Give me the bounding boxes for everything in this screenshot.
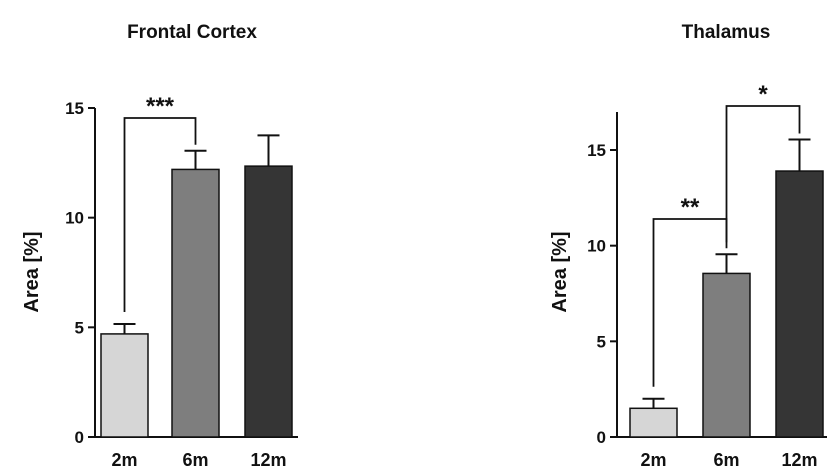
chart-frontal-cortex: Frontal Cortex Area [%] 0 5 10 15 2m 6m 12m ***	[21, 22, 298, 470]
x-tick-label: 12m	[250, 450, 286, 470]
x-tick-label: 2m	[111, 450, 137, 470]
chart-title: Thalamus	[682, 22, 771, 43]
y-tick-label: 0	[597, 428, 606, 447]
y-tick-label: 5	[75, 318, 84, 337]
significance-bracket	[123, 117, 197, 313]
x-tick-label: 6m	[713, 450, 739, 470]
y-tick-label: 10	[587, 237, 606, 256]
x-tick-label: 6m	[182, 450, 208, 470]
bar-6m	[171, 168, 220, 438]
significance-bracket	[725, 105, 801, 243]
significance-label: ***	[146, 93, 175, 120]
bar-6m	[702, 272, 751, 438]
bar-12m	[244, 165, 293, 438]
y-tick-label: 15	[587, 141, 606, 160]
x-tick-label: 2m	[640, 450, 666, 470]
significance-label: **	[681, 194, 700, 221]
chart-title: Frontal Cortex	[127, 22, 257, 43]
bar-2m	[100, 333, 149, 438]
y-tick-label: 15	[65, 99, 84, 118]
x-tick-label: 12m	[781, 450, 817, 470]
significance-label: *	[758, 81, 768, 108]
y-axis-label: Area [%]	[21, 231, 43, 312]
y-tick-label: 10	[65, 209, 84, 228]
y-axis-label: Area [%]	[549, 231, 571, 312]
y-tick-label: 0	[75, 428, 84, 447]
bar-2m	[629, 407, 678, 438]
bar-12m	[775, 170, 824, 438]
y-tick-label: 5	[597, 332, 606, 351]
